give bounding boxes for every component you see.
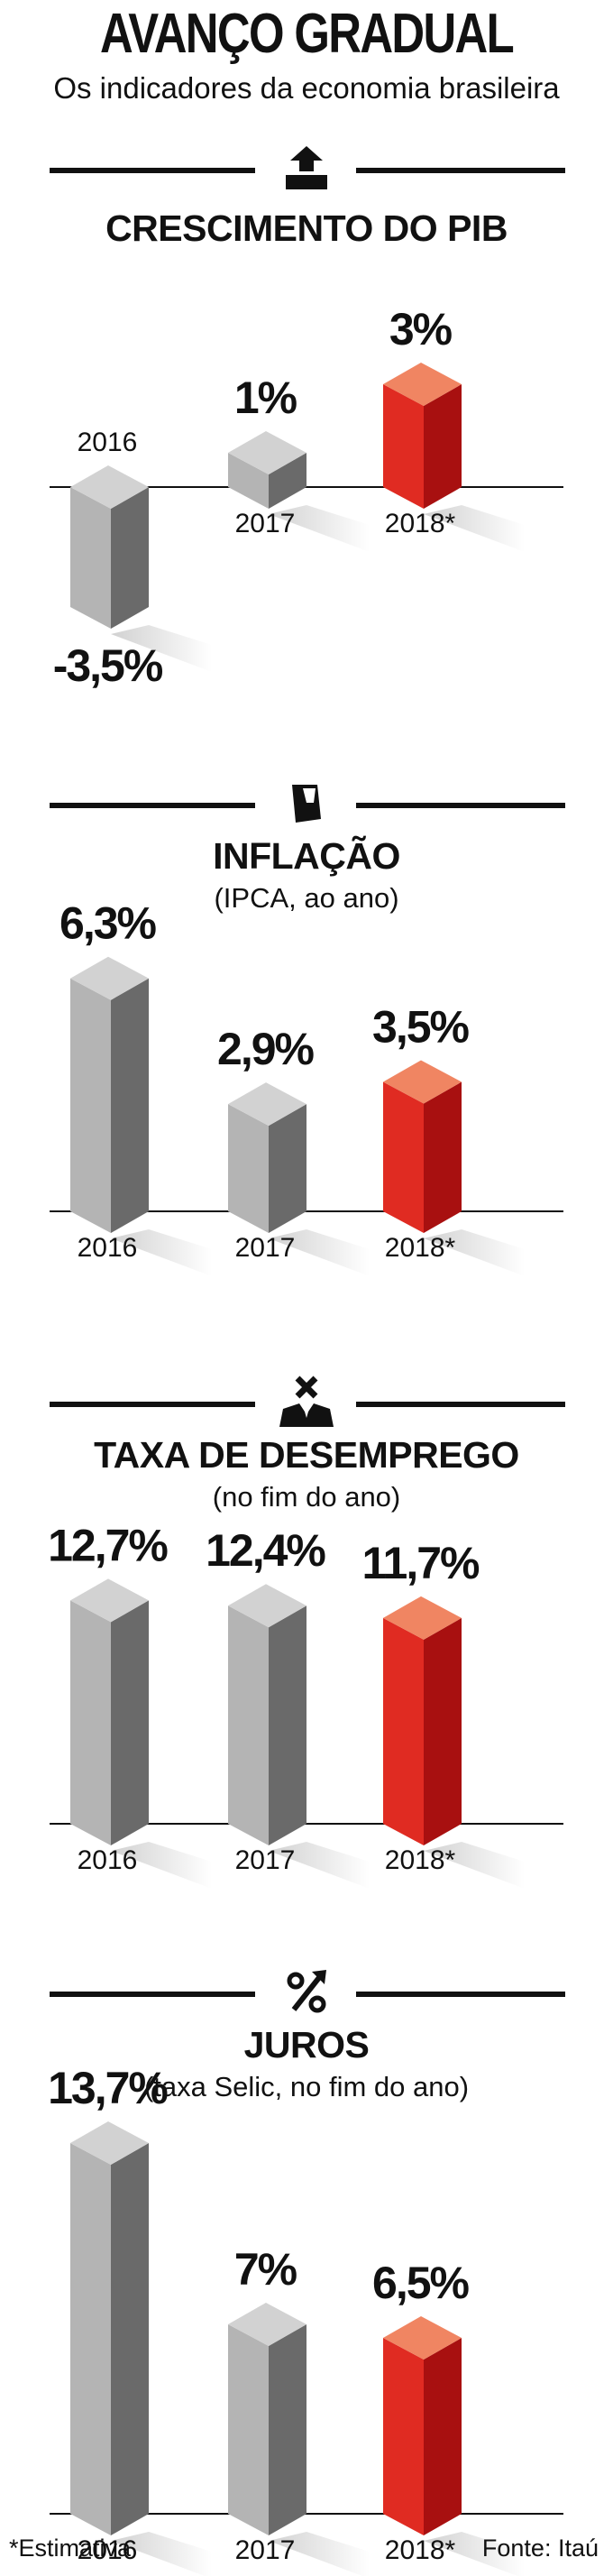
- chart-juros: 13,7% 2016 7% 2017 6,5% 2018*: [48, 2063, 563, 2576]
- data-label: 3,5%: [372, 1002, 470, 1053]
- page-subtitle: Os indicadores da economia brasileira: [53, 71, 560, 105]
- data-label: 7%: [234, 2244, 297, 2295]
- divider-right: [356, 168, 565, 173]
- bar-shadow: [269, 1842, 370, 1889]
- data-label: 1%: [234, 373, 297, 423]
- category-label: 2016: [78, 428, 138, 457]
- panel-subtitle: (no fim do ano): [212, 1481, 401, 1513]
- bar-side: [111, 978, 149, 1233]
- wallet-icon: [292, 785, 321, 823]
- category-label: 2018*: [385, 1233, 456, 1263]
- bar-side: [269, 1605, 306, 1845]
- source-note: Fonte: Itaú: [481, 2535, 599, 2562]
- category-label: 2017: [235, 509, 296, 538]
- bar-front: [383, 2338, 424, 2535]
- bar-top: [70, 465, 149, 509]
- data-label: 2,9%: [217, 1024, 315, 1074]
- category-label: 2016: [78, 1845, 138, 1875]
- bar-shadow: [424, 1842, 525, 1889]
- bar-top: [228, 1584, 306, 1628]
- data-label: 13,7%: [48, 2063, 168, 2113]
- data-label: 6,5%: [372, 2258, 470, 2308]
- bar-shadow: [111, 625, 212, 672]
- bar-front: [70, 978, 111, 1233]
- panel-title: JUROS: [243, 2024, 370, 2065]
- bar-side: [424, 1081, 462, 1233]
- panel-subtitle: (IPCA, ao ano): [214, 882, 399, 914]
- bar-side: [269, 1104, 306, 1233]
- bar-top: [383, 2316, 462, 2360]
- panel-subtitle: (taxa Selic, no fim do ano): [143, 2071, 470, 2102]
- footnote: *Estimativa: [9, 2535, 132, 2562]
- bar-top: [383, 363, 462, 406]
- data-label: 11,7%: [361, 1538, 480, 1588]
- bar-shadow: [269, 505, 370, 552]
- category-label: 2016: [78, 2535, 138, 2565]
- data-label: -3,5%: [53, 640, 163, 691]
- panel-title: TAXA DE DESEMPREGO: [94, 1434, 519, 1476]
- divider-right: [356, 1402, 565, 1407]
- bar-side: [269, 2324, 306, 2535]
- page-title: AVANÇO GRADUAL: [99, 3, 515, 65]
- bar-shadow: [424, 1229, 525, 1276]
- bar-shadow: [111, 2532, 212, 2576]
- data-label: 12,4%: [206, 1525, 325, 1576]
- bar-top: [70, 2121, 149, 2165]
- divider-left: [50, 803, 255, 808]
- bar-shadow: [424, 505, 525, 552]
- bar-front: [70, 2143, 111, 2535]
- category-label: 2017: [235, 1845, 296, 1875]
- percent-up-icon: [287, 1970, 326, 2013]
- category-label: 2018*: [385, 2535, 456, 2565]
- divider-right: [356, 803, 565, 808]
- data-label: 12,7%: [48, 1520, 168, 1570]
- bar-top: [70, 1578, 149, 1623]
- category-label: 2017: [235, 1233, 296, 1263]
- chart-inflacao: 6,3% 2016 2,9% 2017 3,5% 2018*: [50, 898, 563, 1276]
- bar-side: [111, 2143, 149, 2535]
- bar-top: [228, 2303, 306, 2346]
- bar-front: [70, 1600, 111, 1845]
- bar-front: [228, 2324, 269, 2535]
- bar-top: [228, 431, 306, 474]
- divider-left: [50, 168, 255, 173]
- data-label: 3%: [389, 304, 453, 354]
- bar-front: [383, 1617, 424, 1845]
- bar-top: [383, 1060, 462, 1104]
- data-label: 6,3%: [59, 898, 157, 949]
- bar-shadow: [111, 1229, 212, 1276]
- bar-front: [70, 487, 111, 629]
- panel-title: INFLAÇÃO: [213, 835, 400, 877]
- bar-front: [228, 1605, 269, 1845]
- divider-left: [50, 1402, 255, 1407]
- chart-pib: -3,5% 2016 1% 2017 3% 2018*: [50, 304, 563, 691]
- bar-shadow: [269, 2532, 370, 2576]
- bar-shadow: [111, 1842, 212, 1889]
- bar-side: [424, 1617, 462, 1845]
- panel-title: CRESCIMENTO DO PIB: [105, 207, 508, 249]
- bar-shadow: [424, 2532, 525, 2576]
- bar-side: [424, 2338, 462, 2535]
- bar-side: [111, 1600, 149, 1845]
- bar-top: [383, 1596, 462, 1640]
- category-label: 2016: [78, 1233, 138, 1263]
- bar-front: [228, 1104, 269, 1233]
- divider-left: [50, 1992, 255, 1997]
- unemployed-person-icon: [279, 1375, 334, 1427]
- category-label: 2018*: [385, 1845, 456, 1875]
- chart-desemprego: 12,7% 2016 12,4% 2017 11,7% 2018*: [48, 1520, 563, 1889]
- money-up-icon: [286, 146, 327, 189]
- bar-top: [228, 1082, 306, 1127]
- bar-side: [269, 453, 306, 509]
- divider-right: [356, 1992, 565, 1997]
- bar-front: [228, 453, 269, 509]
- bar-top: [70, 956, 149, 1000]
- bar-front: [383, 1081, 424, 1233]
- bar-side: [424, 384, 462, 509]
- bar-shadow: [269, 1229, 370, 1276]
- category-label: 2018*: [385, 509, 456, 538]
- category-label: 2017: [235, 2535, 296, 2565]
- bar-front: [383, 384, 424, 509]
- bar-side: [111, 487, 149, 629]
